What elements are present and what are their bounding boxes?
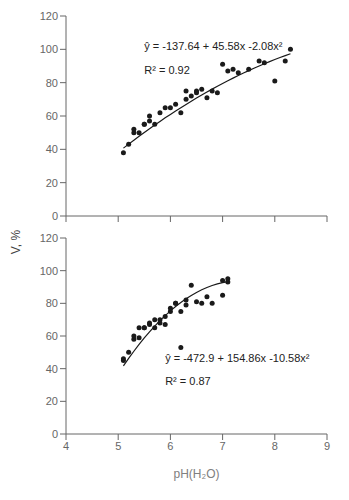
svg-text:8: 8 — [272, 440, 278, 452]
svg-text:7: 7 — [220, 440, 226, 452]
svg-text:40: 40 — [46, 363, 58, 375]
svg-text:20: 20 — [46, 395, 58, 407]
svg-text:40: 40 — [46, 143, 58, 155]
html-text:R² = 0.87: R² = 0.87 — [165, 375, 211, 388]
svg-text:60: 60 — [46, 110, 58, 122]
svg-text:100: 100 — [40, 265, 58, 277]
html-text:V, %: V, % — [9, 229, 23, 255]
svg-text:4: 4 — [63, 440, 69, 452]
svg-text:pH(H₂O): pH(H₂O) — [174, 467, 220, 481]
svg-text:80: 80 — [46, 297, 58, 309]
html-text:ŷ = -137.64 + 45.58x -2.08x²: ŷ = -137.64 + 45.58x -2.08x² — [144, 40, 283, 52]
html-text:R² = 0.92: R² = 0.92 — [144, 64, 190, 76]
svg-text:0: 0 — [52, 428, 58, 440]
svg-text:5: 5 — [115, 440, 121, 452]
svg-text:120: 120 — [40, 10, 58, 22]
html-text:ŷ = -472.9 + 154.86x -10.58x²: ŷ = -472.9 + 154.86x -10.58x² — [165, 351, 310, 364]
svg-text:80: 80 — [46, 77, 58, 89]
svg-text:0: 0 — [52, 210, 58, 222]
svg-text:9: 9 — [324, 440, 330, 452]
svg-text:60: 60 — [46, 330, 58, 342]
svg-text:120: 120 — [40, 232, 58, 244]
svg-text:100: 100 — [40, 43, 58, 55]
svg-text:20: 20 — [46, 177, 58, 189]
svg-text:6: 6 — [167, 440, 173, 452]
